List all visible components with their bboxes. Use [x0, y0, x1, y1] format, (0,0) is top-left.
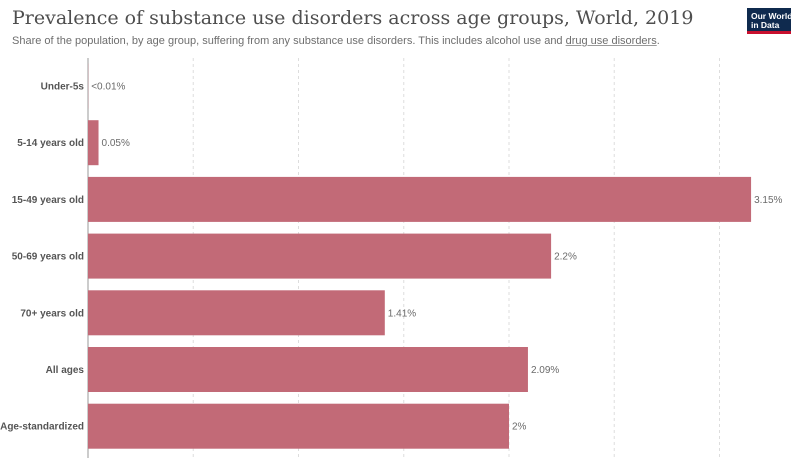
chart-title: Prevalence of substance use disorders ac… [12, 7, 694, 29]
category-label: 70+ years old [20, 308, 84, 319]
category-label: Age-standardized [0, 422, 84, 433]
value-label: 2.09% [531, 365, 559, 376]
logo-line-1: Our World [751, 11, 793, 21]
category-label: 5-14 years old [17, 138, 84, 149]
bar[interactable] [88, 290, 385, 336]
value-label: 2% [512, 422, 527, 433]
bar[interactable] [88, 176, 752, 222]
subtitle-text: Share of the population, by age group, s… [12, 35, 566, 47]
category-label: All ages [46, 365, 85, 376]
value-label: 3.15% [754, 195, 782, 206]
labels: Under-5s <0.01% 5-14 years old 0.05% 15-49 y… [0, 82, 782, 433]
drug-use-disorders-link[interactable]: drug use disorders [565, 35, 657, 47]
bar[interactable] [88, 233, 552, 279]
bar[interactable] [88, 120, 99, 166]
chart-subtitle: Share of the population, by age group, s… [12, 35, 660, 47]
value-label: 1.41% [388, 308, 416, 319]
category-label: 50-69 years old [12, 252, 84, 263]
category-label: 15-49 years old [12, 195, 84, 206]
bar[interactable] [88, 347, 528, 392]
category-label: Under-5s [41, 82, 85, 93]
subtitle-end: . [656, 35, 660, 47]
bars [88, 63, 752, 449]
logo-line-2: in Data [751, 20, 780, 30]
bar[interactable] [88, 403, 509, 449]
value-label: 0.05% [102, 138, 130, 149]
value-label: <0.01% [91, 82, 125, 93]
value-label: 2.2% [554, 252, 577, 263]
owid-logo[interactable]: Our World in Data [747, 8, 793, 34]
